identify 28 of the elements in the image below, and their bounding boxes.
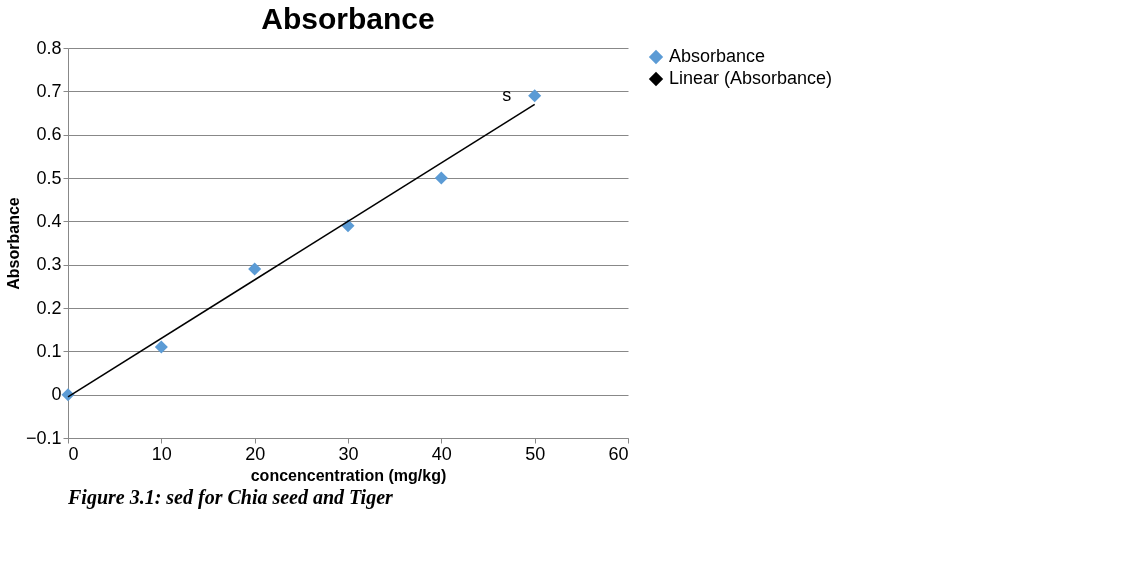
x-tick-label: 10 (151, 443, 172, 464)
y-tick-label: −0.1 (25, 427, 62, 448)
point (528, 89, 542, 103)
legend-label: Linear (Absorbance) (669, 68, 833, 88)
y-tick-label: 0.2 (36, 297, 62, 318)
y-tick-label: 0.4 (36, 210, 62, 231)
x-tick-label: 50 (525, 443, 546, 464)
annotation: s (502, 85, 512, 106)
x-tick-label: 0 (68, 443, 79, 464)
text: Figure 3.1: sed for Chia seed and Tiger (68, 486, 393, 508)
x-tick-label: 20 (245, 443, 266, 464)
y-tick-label: 0 (51, 384, 62, 405)
point (434, 171, 448, 185)
y-axis-title: Absorbance (4, 197, 22, 290)
x-tick-label: 60 (608, 443, 629, 464)
y-tick-label: 0.7 (36, 80, 62, 101)
y-tick-label: 0.6 (36, 124, 62, 145)
y-tick-label: 0.5 (36, 167, 62, 188)
x-tick-label: 30 (338, 443, 359, 464)
point (248, 262, 262, 276)
point (154, 340, 168, 354)
y-tick-label: 0.3 (36, 254, 62, 275)
y-tick-label: 0.1 (36, 340, 62, 361)
chart-title: Absorbance (261, 2, 435, 35)
x-axis-title: concencentration (mg/kg) (250, 466, 447, 484)
y-tick-label: 0.8 (36, 37, 62, 58)
x-tick-label: 40 (431, 443, 452, 464)
legend-label: Absorbance (669, 46, 766, 66)
